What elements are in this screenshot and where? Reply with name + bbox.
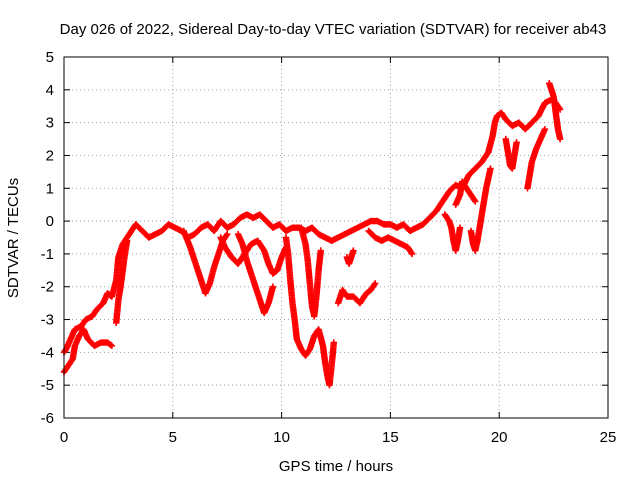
data-point <box>541 126 549 133</box>
x-tick-label-5: 25 <box>600 429 617 446</box>
data-point <box>456 224 464 231</box>
data-point <box>108 342 116 349</box>
data-track-4 <box>217 234 290 277</box>
data-track-14 <box>502 135 520 172</box>
data-track-10 <box>365 227 416 258</box>
data-track-3 <box>180 227 231 297</box>
x-tick-label-2: 10 <box>273 429 290 446</box>
y-tick-label-8: 2 <box>46 147 54 164</box>
data-track-9 <box>343 247 357 267</box>
y-tick-label-1: -5 <box>41 377 54 394</box>
data-layer <box>60 80 564 389</box>
data-point <box>330 339 338 346</box>
data-point <box>487 165 494 172</box>
data-track-16 <box>546 80 564 143</box>
data-track-2 <box>113 237 131 327</box>
data-point <box>224 231 231 238</box>
x-tick-label-1: 5 <box>169 429 177 446</box>
data-point <box>223 232 230 239</box>
data-point <box>371 280 379 287</box>
data-point <box>556 135 564 143</box>
y-tick-label-9: 3 <box>46 115 54 132</box>
chart-title: Day 026 of 2022, Sidereal Day-to-day VTE… <box>60 21 607 38</box>
y-axis-label: SDTVAR / TECUs <box>5 178 22 298</box>
plot-frame <box>63 56 609 419</box>
y-tick-label-4: -2 <box>41 279 54 296</box>
y-tick-label-2: -4 <box>41 344 54 361</box>
data-track-13 <box>467 165 494 254</box>
data-track-15 <box>524 126 549 192</box>
x-axis-label: GPS time / hours <box>279 458 393 475</box>
data-track-0 <box>60 96 564 356</box>
y-tick-label-5: -1 <box>41 246 54 263</box>
y-tick-label-6: 0 <box>46 213 54 230</box>
data-point <box>317 247 324 254</box>
data-track-8 <box>334 280 379 307</box>
data-point <box>471 196 478 204</box>
data-point <box>107 341 114 349</box>
data-point <box>472 198 479 205</box>
data-track-5 <box>234 231 277 317</box>
x-tick-label-0: 0 <box>60 429 68 446</box>
data-point <box>123 237 131 244</box>
y-tick-label-10: 4 <box>46 82 54 99</box>
data-track-1 <box>60 326 116 376</box>
x-tick-label-3: 15 <box>382 429 399 446</box>
data-track-7 <box>297 224 324 320</box>
tick-layer: 0 5 10 15 20 25 -6 -5 -4 -3 -2 -1 0 1 2 3 4 5 <box>41 49 617 446</box>
y-tick-label-7: 1 <box>46 180 54 197</box>
data-track-6 <box>282 234 338 389</box>
data-point <box>269 283 277 290</box>
data-point <box>350 247 357 254</box>
x-tick-label-4: 20 <box>491 429 508 446</box>
y-tick-label-0: -6 <box>41 410 54 427</box>
data-track-11 <box>441 211 464 254</box>
data-point <box>408 249 415 256</box>
y-tick-label-11: 5 <box>46 49 54 66</box>
data-point <box>371 281 378 288</box>
y-tick-label-3: -3 <box>41 312 54 329</box>
data-track-12 <box>452 178 479 208</box>
data-point <box>513 139 520 146</box>
data-point <box>408 250 416 258</box>
